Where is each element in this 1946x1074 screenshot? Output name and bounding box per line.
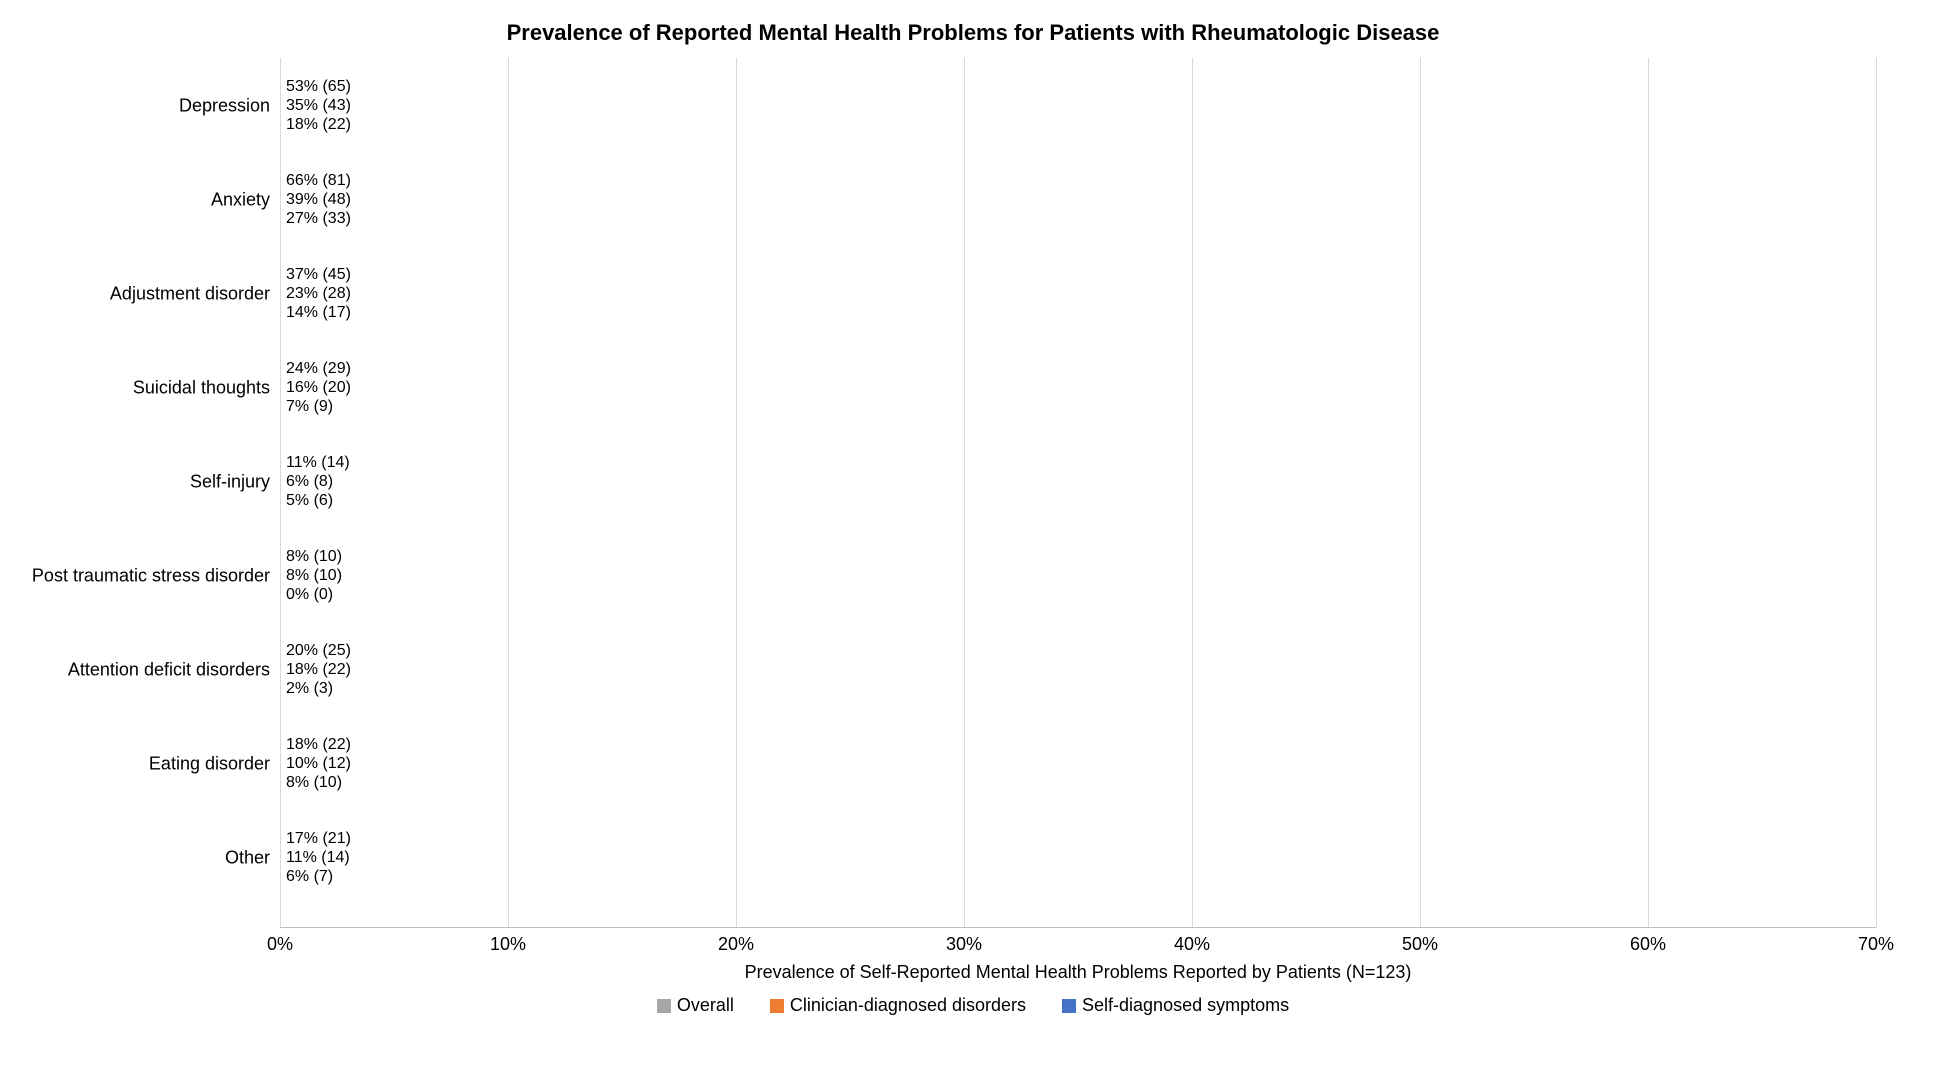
legend: Overall Clinician-diagnosed disorders Self… [20,995,1926,1018]
bar-label: 37% (45) [280,266,351,284]
legend-swatch [657,999,671,1013]
category-group: Adjustment disorder37% (45)23% (28)14% (… [280,266,1876,322]
gridline [1876,58,1877,927]
bar-label: 66% (81) [280,172,351,190]
bar-label: 8% (10) [280,774,342,792]
legend-item: Overall [657,995,734,1016]
category-group: Post traumatic stress disorder8% (10)8% … [280,548,1876,604]
bar-label: 6% (8) [280,473,333,491]
bar-label: 18% (22) [280,736,351,754]
x-tick-label: 70% [1858,934,1894,955]
bar-label: 14% (17) [280,304,351,322]
bar-label: 5% (6) [280,492,333,510]
legend-item: Clinician-diagnosed disorders [770,995,1026,1016]
bar-label: 20% (25) [280,642,351,660]
bar-label: 0% (0) [280,586,333,604]
x-axis: 0%10%20%30%40%50%60%70% [280,928,1876,958]
category-group: Suicidal thoughts24% (29)16% (20)7% (9) [280,360,1876,416]
x-tick-label: 50% [1402,934,1438,955]
category-label: Anxiety [20,190,280,211]
x-tick-label: 0% [267,934,293,955]
bar-label: 8% (10) [280,548,342,566]
bar-label: 6% (7) [280,868,333,886]
bar-label: 16% (20) [280,379,351,397]
legend-label: Overall [677,995,734,1016]
category-group: Self-injury11% (14)6% (8)5% (6) [280,454,1876,510]
category-label: Attention deficit disorders [20,660,280,681]
category-group: Depression53% (65)35% (43)18% (22) [280,78,1876,134]
x-tick-label: 60% [1630,934,1666,955]
bar-label: 7% (9) [280,398,333,416]
bar-label: 2% (3) [280,680,333,698]
bar-label: 27% (33) [280,210,351,228]
x-tick-label: 40% [1174,934,1210,955]
category-label: Eating disorder [20,754,280,775]
legend-swatch [1062,999,1076,1013]
legend-label: Self-diagnosed symptoms [1082,995,1289,1016]
chart-title: Prevalence of Reported Mental Health Pro… [20,20,1926,46]
bar-label: 23% (28) [280,285,351,303]
bar-label: 18% (22) [280,116,351,134]
legend-item: Self-diagnosed symptoms [1062,995,1289,1016]
x-tick-label: 20% [718,934,754,955]
category-label: Self-injury [20,472,280,493]
plot-area: Depression53% (65)35% (43)18% (22) Anxiet… [280,58,1876,928]
legend-swatch [770,999,784,1013]
category-group: Attention deficit disorders20% (25)18% (… [280,642,1876,698]
legend-label: Clinician-diagnosed disorders [790,995,1026,1016]
category-group: Other17% (21)11% (14)6% (7) [280,830,1876,886]
bar-label: 11% (14) [280,849,350,867]
x-axis-title: Prevalence of Self-Reported Mental Healt… [280,962,1876,983]
category-group: Eating disorder18% (22)10% (12)8% (10) [280,736,1876,792]
bar-label: 18% (22) [280,661,351,679]
x-tick-label: 30% [946,934,982,955]
bar-label: 24% (29) [280,360,351,378]
category-label: Other [20,848,280,869]
bar-label: 35% (43) [280,97,351,115]
x-tick-label: 10% [490,934,526,955]
bar-label: 8% (10) [280,567,342,585]
category-group: Anxiety66% (81)39% (48)27% (33) [280,172,1876,228]
bar-label: 10% (12) [280,755,351,773]
bar-label: 39% (48) [280,191,351,209]
category-label: Suicidal thoughts [20,378,280,399]
category-label: Adjustment disorder [20,284,280,305]
bar-label: 53% (65) [280,78,351,96]
category-label: Post traumatic stress disorder [20,566,280,587]
bar-label: 17% (21) [280,830,351,848]
bar-label: 11% (14) [280,454,350,472]
category-label: Depression [20,96,280,117]
chart-container: Prevalence of Reported Mental Health Pro… [20,20,1926,1054]
